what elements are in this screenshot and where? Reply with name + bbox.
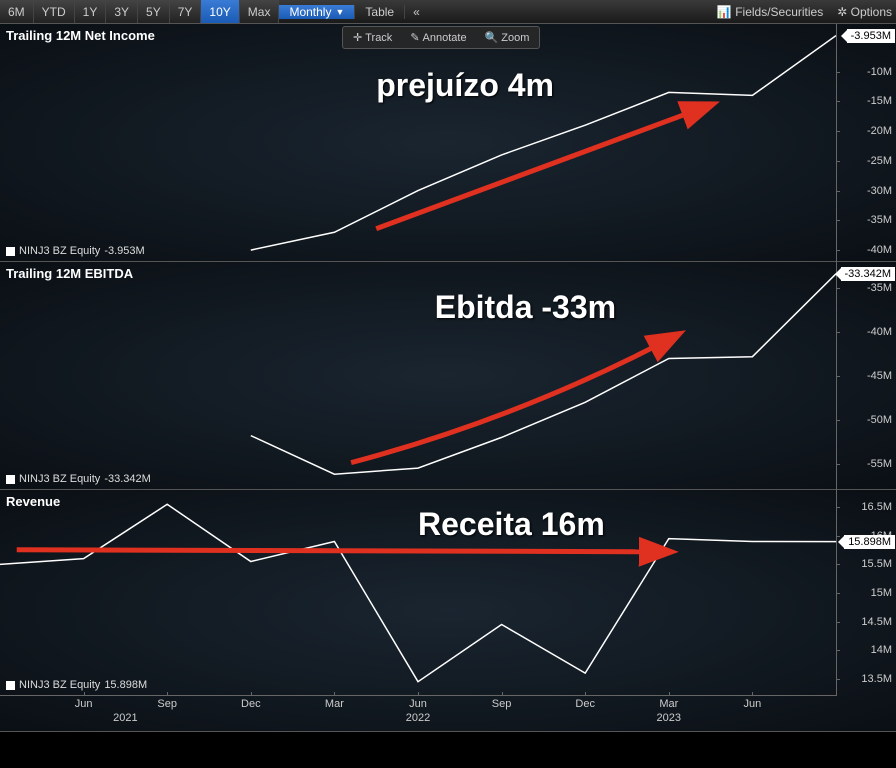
panel-title: Trailing 12M Net Income bbox=[6, 28, 155, 43]
annotation-arrow bbox=[351, 335, 677, 463]
y-tick-label: 13.5M bbox=[861, 673, 892, 685]
time-range-group: 6MYTD1Y3Y5Y7Y10YMax bbox=[0, 0, 279, 23]
legend-swatch bbox=[6, 681, 15, 690]
annotation-text: Receita 16m bbox=[418, 506, 605, 543]
x-year-label: 2023 bbox=[657, 712, 681, 724]
y-tick-label: -40M bbox=[867, 244, 892, 256]
zoom-icon: 🔍 bbox=[485, 31, 499, 44]
x-year-label: 2021 bbox=[113, 712, 137, 724]
annotation-text: prejuízo 4m bbox=[376, 67, 554, 104]
panel-legend: NINJ3 BZ Equity 15.898M bbox=[6, 679, 147, 691]
time-range-5y[interactable]: 5Y bbox=[138, 0, 170, 23]
y-tick-label: 15M bbox=[871, 587, 892, 599]
options-label: Options bbox=[851, 5, 892, 19]
y-tick-label: 15.5M bbox=[861, 558, 892, 570]
fields-label: Fields/Securities bbox=[735, 5, 823, 19]
annotate-label: Annotate bbox=[423, 32, 467, 44]
track-tool[interactable]: ✛Track bbox=[345, 29, 400, 46]
legend-swatch bbox=[6, 247, 15, 256]
y-tick-label: -35M bbox=[867, 214, 892, 226]
panel-legend: NINJ3 BZ Equity -33.342M bbox=[6, 473, 151, 485]
annotation-arrow bbox=[17, 550, 669, 552]
current-value-flag: 15.898M bbox=[844, 535, 895, 549]
x-axis: Jun Sep Dec Mar Jun Sep Dec Mar Jun 2021 2022 2023 bbox=[0, 695, 836, 731]
y-tick-label: -10M bbox=[867, 66, 892, 78]
y-axis: 16.5M16M15.5M15M14.5M14M13.5M bbox=[836, 490, 896, 696]
time-range-max[interactable]: Max bbox=[240, 0, 280, 23]
y-tick-label: -45M bbox=[867, 370, 892, 382]
y-tick-label: 14M bbox=[871, 644, 892, 656]
toolbar-right: 📊 Fields/Securities ✲ Options bbox=[717, 5, 892, 19]
x-tick-label: Mar bbox=[325, 698, 344, 710]
y-axis: -35M -40M -45M -50M -55M bbox=[836, 262, 896, 490]
frequency-dropdown[interactable]: Monthly ▼ bbox=[279, 5, 355, 19]
y-tick-label: -30M bbox=[867, 185, 892, 197]
x-tick-label: Dec bbox=[575, 698, 595, 710]
y-tick-label: 14.5M bbox=[861, 616, 892, 628]
chevron-down-icon: ▼ bbox=[335, 7, 344, 17]
chart-panel-1[interactable]: Trailing 12M EBITDA-35M-40M-45M-50M-55M-… bbox=[0, 262, 896, 490]
current-value-flag: -3.953M bbox=[847, 29, 895, 43]
time-range-1y[interactable]: 1Y bbox=[75, 0, 107, 23]
x-tick-label: Dec bbox=[241, 698, 261, 710]
x-tick-label: Jun bbox=[409, 698, 427, 710]
x-tick-label: Jun bbox=[75, 698, 93, 710]
current-value-flag: -33.342M bbox=[841, 267, 895, 281]
annotate-tool[interactable]: ✎ Annotate bbox=[402, 29, 474, 46]
pencil-icon: ✎ bbox=[410, 31, 419, 44]
y-tick-label: -35M bbox=[867, 282, 892, 294]
track-label: Track bbox=[365, 32, 392, 44]
panel-title: Trailing 12M EBITDA bbox=[6, 266, 133, 281]
time-range-7y[interactable]: 7Y bbox=[170, 0, 202, 23]
x-year-label: 2022 bbox=[406, 712, 430, 724]
crosshair-icon: ✛ bbox=[353, 31, 362, 44]
chart-tools-floating: ✛Track ✎ Annotate 🔍Zoom bbox=[342, 26, 540, 49]
legend-swatch bbox=[6, 475, 15, 484]
zoom-tool[interactable]: 🔍Zoom bbox=[477, 29, 538, 46]
time-range-ytd[interactable]: YTD bbox=[34, 0, 75, 23]
gear-icon: ✲ bbox=[837, 5, 847, 19]
chart-icon: 📊 bbox=[717, 5, 732, 19]
options-button[interactable]: ✲ Options bbox=[837, 5, 892, 19]
panel-title: Revenue bbox=[6, 494, 60, 509]
legend-ticker: NINJ3 BZ Equity bbox=[19, 245, 100, 257]
legend-value: 15.898M bbox=[104, 679, 147, 691]
top-toolbar: 6MYTD1Y3Y5Y7Y10YMax Monthly ▼ Table « 📊 … bbox=[0, 0, 896, 24]
time-range-6m[interactable]: 6M bbox=[0, 0, 34, 23]
panel-legend: NINJ3 BZ Equity -3.953M bbox=[6, 245, 145, 257]
y-tick-label: -25M bbox=[867, 155, 892, 167]
chart-panel-2[interactable]: Revenue16.5M16M15.5M15M14.5M14M13.5M15.8… bbox=[0, 490, 896, 732]
y-tick-label: -50M bbox=[867, 414, 892, 426]
y-tick-label: -40M bbox=[867, 326, 892, 338]
y-tick-label: 16.5M bbox=[861, 501, 892, 513]
table-button[interactable]: Table bbox=[355, 5, 405, 19]
zoom-label: Zoom bbox=[501, 32, 529, 44]
y-tick-label: -20M bbox=[867, 125, 892, 137]
x-tick-label: Mar bbox=[659, 698, 678, 710]
chart-panel-0[interactable]: Trailing 12M Net Income-10M-15M-20M-25M-… bbox=[0, 24, 896, 262]
y-tick-label: -15M bbox=[867, 95, 892, 107]
legend-value: -33.342M bbox=[104, 473, 150, 485]
fields-securities-button[interactable]: 📊 Fields/Securities bbox=[717, 5, 823, 19]
more-button[interactable]: « bbox=[405, 5, 428, 19]
legend-value: -3.953M bbox=[104, 245, 144, 257]
annotation-text: Ebitda -33m bbox=[435, 289, 616, 326]
y-tick-label: -55M bbox=[867, 458, 892, 470]
frequency-label: Monthly bbox=[289, 5, 331, 19]
x-tick-label: Jun bbox=[744, 698, 762, 710]
legend-ticker: NINJ3 BZ Equity bbox=[19, 679, 100, 691]
annotation-arrow bbox=[376, 105, 710, 229]
x-tick-label: Sep bbox=[157, 698, 177, 710]
time-range-3y[interactable]: 3Y bbox=[106, 0, 138, 23]
x-tick-label: Sep bbox=[492, 698, 512, 710]
legend-ticker: NINJ3 BZ Equity bbox=[19, 473, 100, 485]
y-axis: -10M -15M -20M -25M -30M -35M -40M bbox=[836, 24, 896, 262]
chart-panels-container: Trailing 12M Net Income-10M-15M-20M-25M-… bbox=[0, 24, 896, 768]
time-range-10y[interactable]: 10Y bbox=[201, 0, 239, 23]
table-button-label: Table bbox=[365, 5, 394, 19]
